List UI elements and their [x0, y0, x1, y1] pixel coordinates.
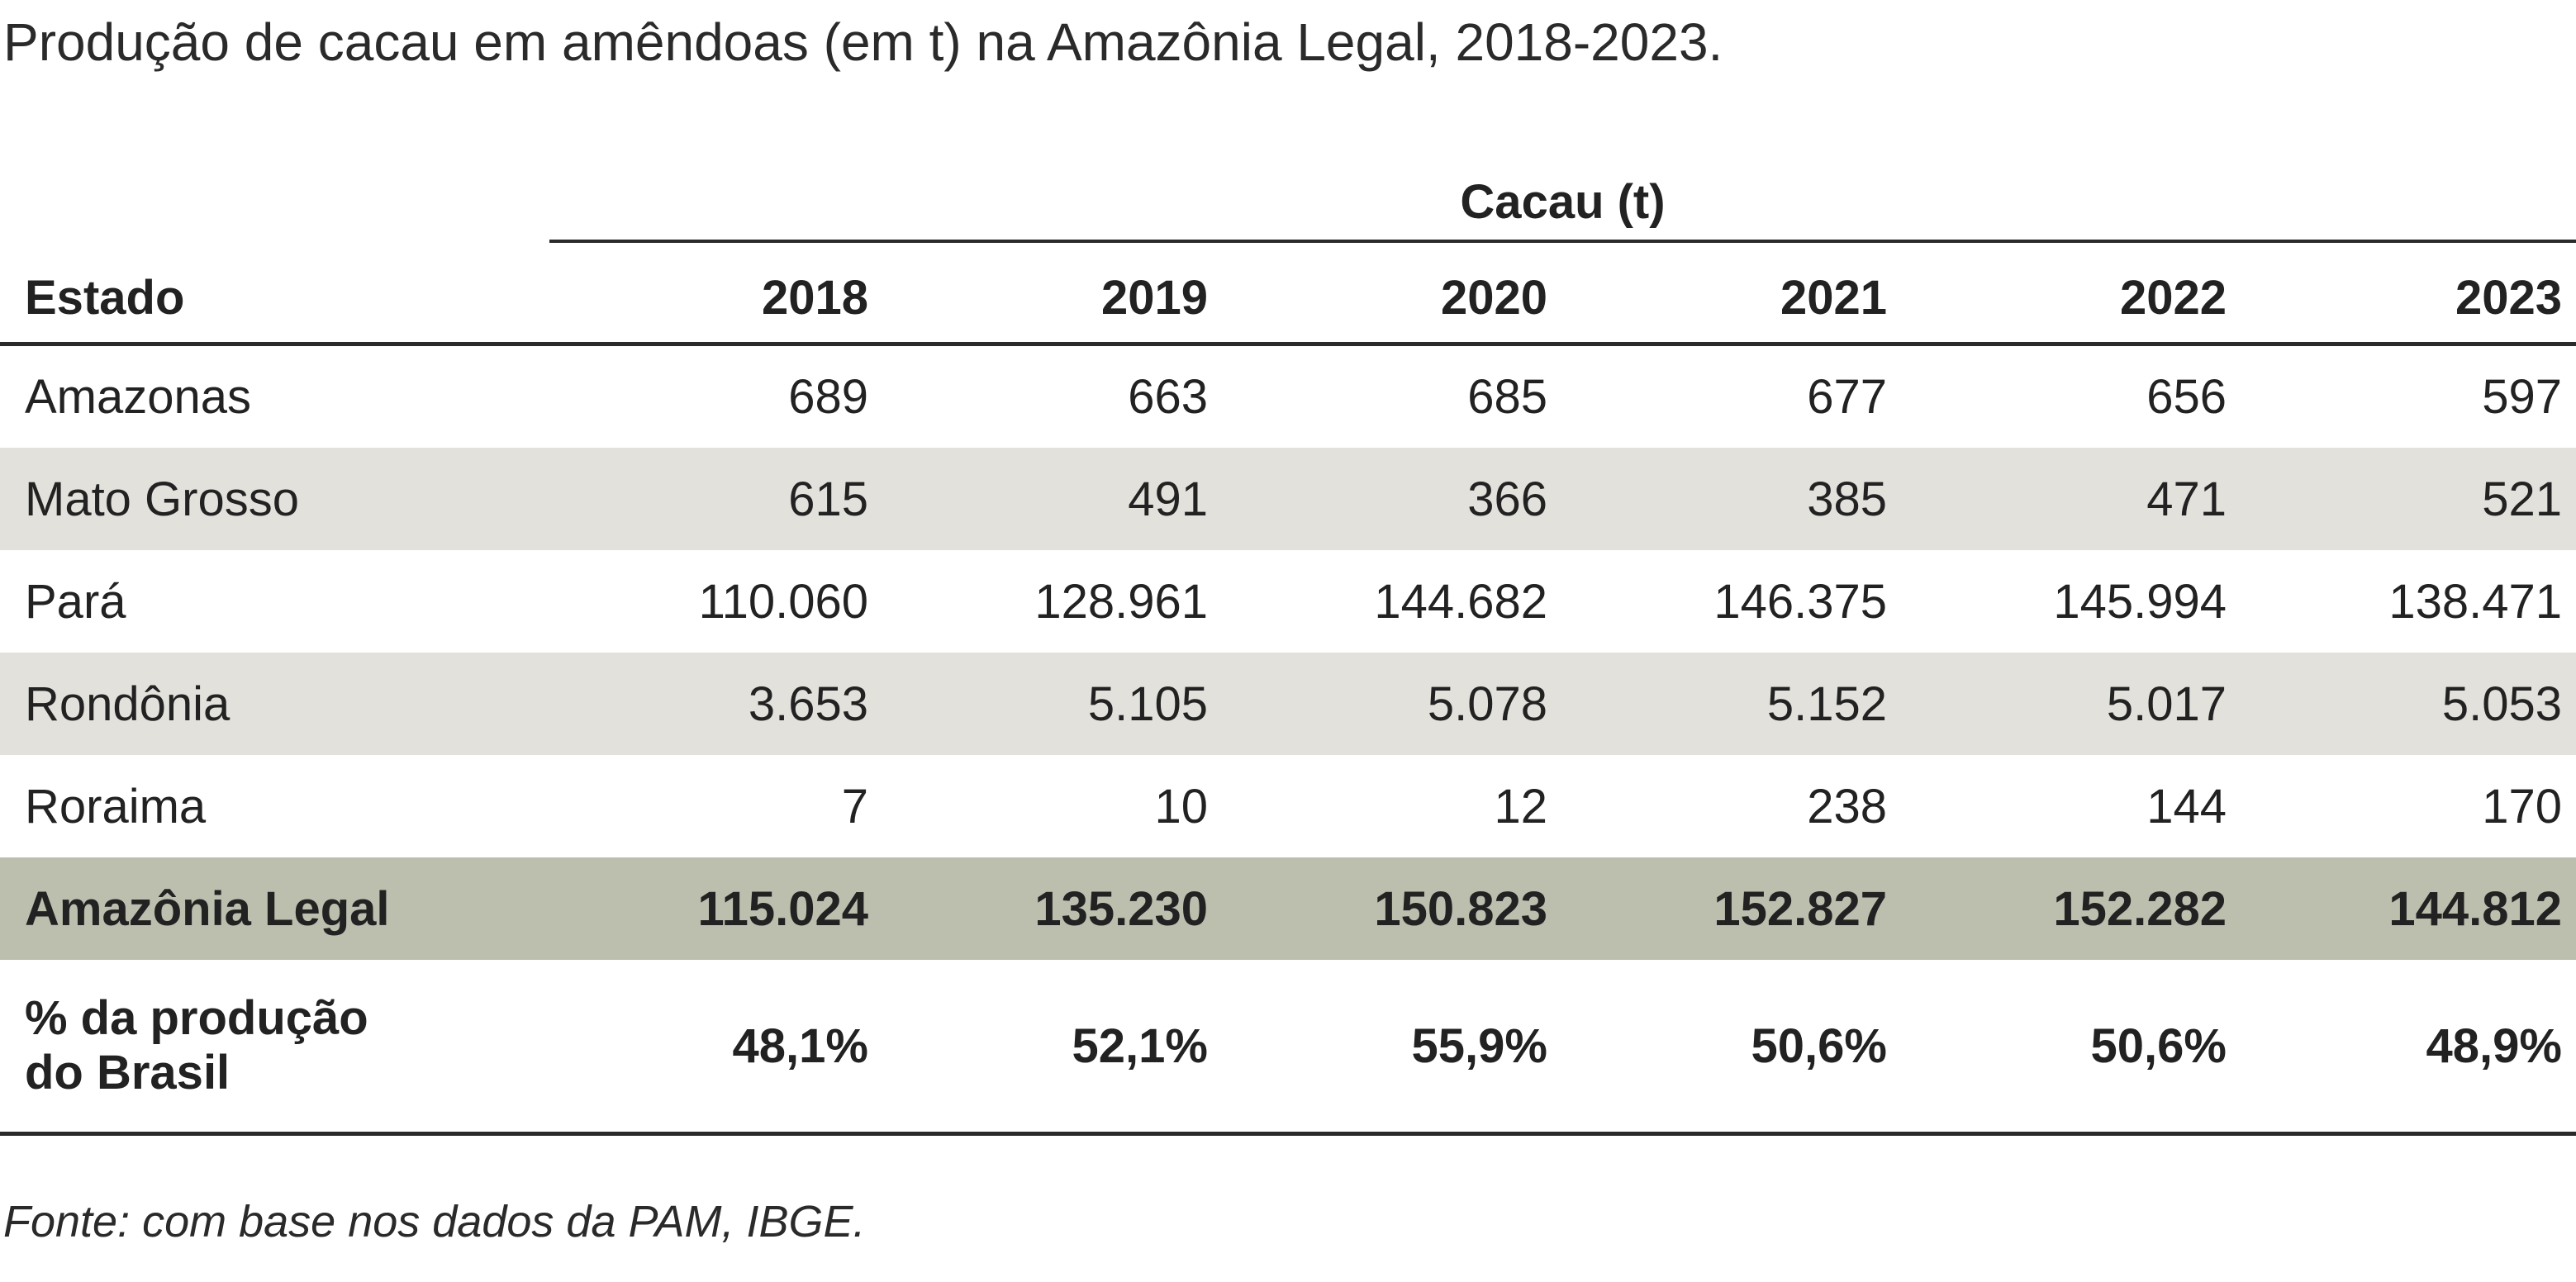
table-cell: 145.994 — [2053, 574, 2227, 629]
column-header-year: 2019 — [1100, 270, 1208, 325]
table-cell: 128.961 — [1034, 574, 1208, 629]
column-header-year: 2021 — [1780, 270, 1887, 325]
table-cell: 152.282 — [2053, 881, 2227, 936]
group-header-rule — [549, 240, 2576, 243]
table-row: Rondônia 3.653 5.105 5.078 5.152 5.017 5.053 — [0, 653, 2576, 755]
header-row: Estado 2018 2019 2020 2021 2022 2023 — [0, 251, 2576, 344]
table-cell: 135.230 — [1034, 881, 1208, 936]
source-note: Fonte: com base nos dados da PAM, IBGE. — [3, 1197, 866, 1246]
row-label: Amazônia Legal — [25, 881, 390, 936]
total-row: Amazônia Legal 115.024 135.230 150.823 152.8… — [0, 857, 2576, 960]
table-cell: 144.682 — [1374, 574, 1547, 629]
table-cell: 663 — [1128, 369, 1208, 424]
row-label-line: % da produção — [25, 990, 368, 1045]
table-cell: 471 — [2146, 472, 2227, 526]
table-row: Amazonas 689 663 685 677 656 597 — [0, 345, 2576, 448]
table-row: Roraima 7 10 12 238 144 170 — [0, 755, 2576, 857]
percent-row: % da produção do Brasil 48,1% 52,1% 55,9% 50,… — [0, 960, 2576, 1132]
table-cell: 597 — [2482, 369, 2562, 424]
table-cell: 50,6% — [2090, 1018, 2227, 1073]
table-cell: 55,9% — [1411, 1018, 1547, 1073]
header-rule — [0, 342, 2576, 346]
row-label: Roraima — [25, 779, 207, 833]
table-cell: 238 — [1807, 779, 1887, 833]
table-cell: 5.053 — [2441, 677, 2562, 731]
row-label: Rondônia — [25, 677, 231, 731]
table-cell: 5.017 — [2106, 677, 2227, 731]
table-cell: 115.024 — [697, 881, 868, 936]
table-cell: 52,1% — [1072, 1018, 1208, 1073]
group-header-cacau: Cacau (t) — [1460, 175, 1666, 229]
table-cell: 10 — [1154, 779, 1208, 833]
table-row: Mato Grosso 615 491 366 385 471 521 — [0, 448, 2576, 550]
table-cell: 656 — [2146, 369, 2227, 424]
column-header-estado: Estado — [25, 270, 185, 325]
row-label: Amazonas — [25, 369, 252, 424]
table-cell: 366 — [1467, 472, 1547, 526]
table-cell: 615 — [788, 472, 868, 526]
table-cell: 385 — [1807, 472, 1887, 526]
row-label: Pará — [25, 574, 126, 629]
table-cell: 5.105 — [1087, 677, 1208, 731]
table-title: Produção de cacau em amêndoas (em t) na … — [3, 12, 1723, 72]
table-row: Pará 110.060 128.961 144.682 146.375 145.994 1… — [0, 550, 2576, 653]
row-label-line: do Brasil — [25, 1046, 231, 1099]
table-cell: 138.471 — [2388, 574, 2562, 629]
table-cell: 48,1% — [732, 1018, 868, 1073]
table-cell: 689 — [788, 369, 868, 424]
table-cell: 152.827 — [1713, 881, 1887, 936]
table-cell: 170 — [2482, 779, 2562, 833]
table-cell: 146.375 — [1713, 574, 1887, 629]
column-header-year: 2018 — [761, 270, 868, 325]
table-cell: 110.060 — [698, 574, 868, 629]
table-cell: 12 — [1494, 779, 1547, 833]
table-cell: 150.823 — [1374, 881, 1547, 936]
column-header-year: 2020 — [1440, 270, 1547, 325]
table-cell: 7 — [841, 779, 868, 833]
table-cell: 5.152 — [1766, 677, 1887, 731]
table-cell: 491 — [1128, 472, 1208, 526]
column-header-year: 2022 — [2119, 270, 2227, 325]
table-cell: 144 — [2146, 779, 2227, 833]
row-label: Mato Grosso — [25, 472, 299, 526]
column-header-year: 2023 — [2455, 270, 2562, 325]
table-cell: 3.653 — [748, 677, 868, 731]
table-cell: 685 — [1467, 369, 1547, 424]
bottom-rule — [0, 1132, 2576, 1136]
table-cell: 50,6% — [1751, 1018, 1887, 1073]
table-cell: 677 — [1807, 369, 1887, 424]
row-label: % da produção do Brasil — [0, 991, 529, 1100]
table-cell: 144.812 — [2388, 881, 2562, 936]
table-cell: 521 — [2482, 472, 2562, 526]
table-cell: 48,9% — [2426, 1018, 2562, 1073]
table-cell: 5.078 — [1427, 677, 1547, 731]
